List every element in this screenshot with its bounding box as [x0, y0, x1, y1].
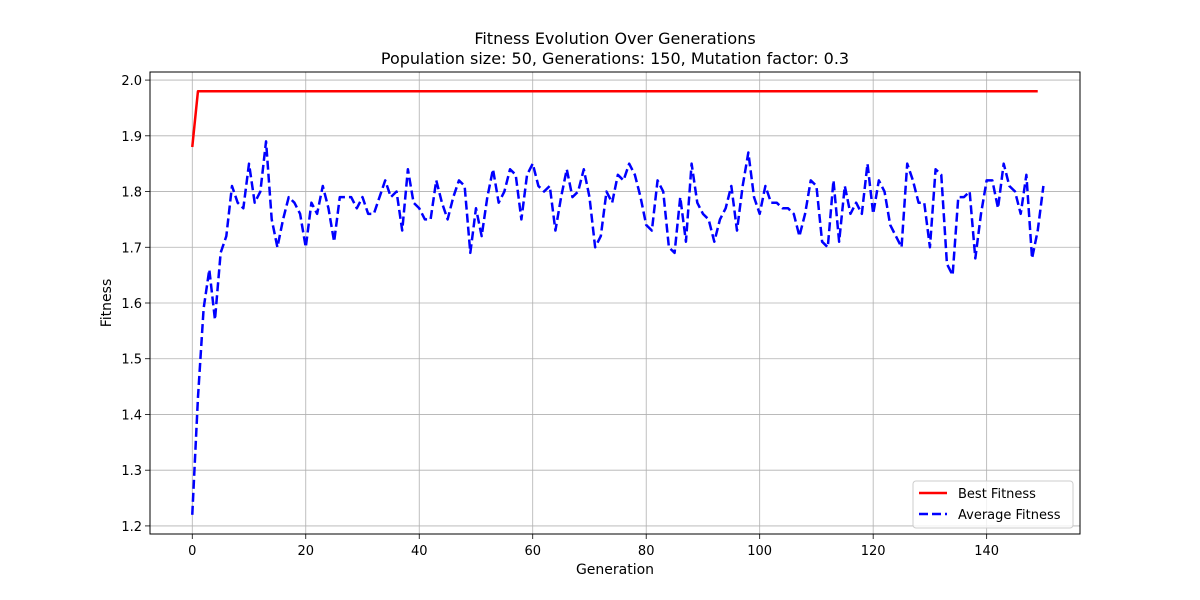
chart-title: Fitness Evolution Over Generations: [474, 29, 755, 48]
axis-ticks: 0 20 40 60 80 100 120 140 1.2 1.3 1.4 1.5 1.6 1.7 1.8 1…: [121, 74, 999, 559]
legend-label-best-fitness: Best Fitness: [958, 487, 1036, 502]
x-tick-label: 140: [974, 544, 999, 559]
x-tick-label: 100: [747, 544, 772, 559]
x-tick-label: 60: [524, 544, 541, 559]
series-line-best-fitness: [191, 89, 1038, 148]
x-tick-label: 40: [411, 544, 428, 559]
y-tick-label: 1.2: [121, 520, 142, 535]
y-tick-label: 1.3: [121, 464, 142, 479]
x-axis-label: Generation: [576, 562, 654, 578]
y-tick-label: 1.6: [121, 297, 142, 312]
series-lines: [191, 89, 1045, 515]
y-tick-label: 2.0: [121, 74, 142, 89]
x-tick-label: 0: [188, 544, 196, 559]
series-line-average-fitness: [191, 140, 1045, 515]
legend-label-average-fitness: Average Fitness: [958, 508, 1061, 523]
x-tick-label: 20: [297, 544, 314, 559]
y-axis-label: Fitness: [99, 279, 115, 328]
y-tick-label: 1.5: [121, 353, 142, 368]
plot-frame: [149, 71, 1081, 535]
x-tick-label: 120: [861, 544, 886, 559]
x-tick-label: 80: [638, 544, 655, 559]
grid-lines: [150, 72, 1080, 534]
y-tick-label: 1.8: [121, 186, 142, 201]
y-tick-label: 1.7: [121, 241, 142, 256]
legend-box: [912, 480, 1074, 529]
y-tick-label: 1.9: [121, 130, 142, 145]
legend: Best Fitness Average Fitness: [912, 480, 1074, 529]
y-tick-label: 1.4: [121, 408, 142, 423]
chart-subtitle: Population size: 50, Generations: 150, M…: [381, 49, 849, 68]
